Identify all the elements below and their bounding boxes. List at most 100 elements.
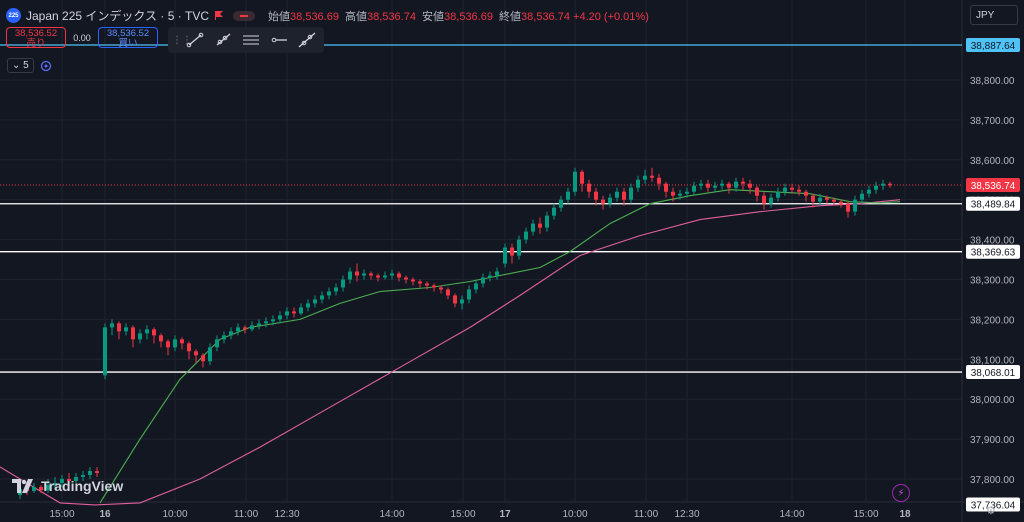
symbol-badge: 225: [6, 8, 21, 23]
candle-body: [95, 471, 99, 474]
y-tick-label: 37,900.00: [970, 435, 1015, 446]
candle: [832, 197, 836, 206]
candle: [706, 179, 710, 192]
indicator-row: ⌄ 5: [7, 58, 52, 73]
candle-body: [853, 199, 857, 212]
candle: [874, 181, 878, 194]
candle: [138, 329, 142, 344]
time-axis[interactable]: 15:00 16 10:00 11:00 12:30 14:00 15:00 17 10:00 1…: [49, 509, 911, 520]
candle-body: [559, 199, 563, 208]
candle: [103, 323, 107, 380]
buy-button[interactable]: 38,536.52 買い: [98, 27, 158, 49]
candle-body: [804, 191, 808, 196]
sync-icon[interactable]: [40, 60, 52, 72]
candle: [734, 177, 738, 192]
candle-body: [236, 327, 240, 332]
price-label-hline: 38,489.84: [966, 196, 1020, 211]
y-tick-label: 38,000.00: [970, 395, 1015, 406]
price-axis[interactable]: 37,800.00 37,900.00 38,000.00 38,100.00 38,2…: [970, 76, 1015, 486]
candle: [888, 181, 892, 188]
candle-body: [748, 183, 752, 188]
trade-panel: 38,536.52 売り 0.00 38,536.52 買い: [6, 27, 158, 49]
candle: [538, 217, 542, 234]
candle: [748, 179, 752, 194]
candle: [460, 295, 464, 310]
close-value: 38,536.74: [521, 10, 570, 23]
candle: [166, 339, 170, 356]
candle: [53, 477, 57, 489]
extended-line-icon[interactable]: [296, 30, 318, 50]
candle: [215, 335, 219, 352]
x-tick-label: 10:00: [162, 509, 187, 520]
candle-body: [39, 486, 43, 491]
candle-body: [517, 239, 521, 256]
collapse-pill-icon[interactable]: [233, 10, 256, 21]
candle-body: [488, 275, 492, 278]
candle-body: [152, 329, 156, 336]
candle: [145, 325, 149, 340]
gear-icon[interactable]: ⚙: [986, 505, 996, 517]
candle-body: [250, 325, 254, 330]
candle: [601, 195, 605, 210]
candle-body: [706, 183, 710, 188]
flag-icon[interactable]: [215, 11, 224, 20]
candle: [524, 227, 528, 244]
tradingview-logo[interactable]: TradingView: [12, 478, 123, 494]
candle-body: [306, 303, 310, 308]
candle: [341, 275, 345, 292]
candle-body: [531, 223, 535, 232]
candle: [362, 269, 366, 280]
candle-body: [874, 185, 878, 190]
candle: [278, 311, 282, 324]
candle-body: [601, 199, 605, 204]
candle: [418, 279, 422, 288]
trend-line-icon[interactable]: [184, 30, 206, 50]
candle: [846, 201, 850, 218]
candle: [495, 267, 499, 280]
candle: [432, 283, 436, 292]
currency-selector[interactable]: JPY: [970, 5, 1018, 25]
candle-body: [208, 347, 212, 362]
lightning-icon[interactable]: ⚡: [892, 484, 910, 502]
candle-body: [790, 187, 794, 190]
candle-body: [145, 329, 149, 334]
ray-icon[interactable]: [212, 30, 234, 50]
candle-body: [699, 183, 703, 186]
candle-body: [215, 339, 219, 348]
candle: [292, 307, 296, 318]
spread-value: 0.00: [73, 32, 91, 43]
candle: [376, 273, 380, 282]
parallel-lines-icon[interactable]: [240, 30, 262, 50]
candle-body: [32, 486, 36, 491]
candle-body: [587, 183, 591, 192]
candle-body: [888, 183, 892, 186]
candle-body: [615, 191, 619, 198]
change-value: +4.20 (+0.01%): [573, 10, 649, 23]
candle: [559, 195, 563, 212]
candle-body: [131, 327, 135, 340]
price-label-current: 38,536.74: [966, 178, 1020, 193]
candle-body: [797, 189, 801, 192]
price-label-low: 37,736.04: [966, 497, 1020, 512]
price-label-text: 37,736.04: [971, 501, 1016, 512]
candle: [467, 285, 471, 304]
price-labels: 38,887.64 38,536.74 38,489.84 38,369.63 38,0…: [966, 38, 1020, 512]
moving-averages: [0, 189, 901, 506]
candle-body: [341, 279, 345, 288]
symbol-title[interactable]: Japan 225 インデックス · 5 · TVC: [26, 9, 210, 23]
candle-body: [762, 195, 766, 204]
sell-button[interactable]: 38,536.52 売り: [6, 27, 66, 49]
candle: [446, 287, 450, 300]
drag-handle-icon[interactable]: ⋮⋮: [172, 34, 192, 46]
interval-dropdown[interactable]: ⌄ 5: [7, 58, 34, 73]
candle-body: [446, 289, 450, 296]
horizontal-ray-icon[interactable]: [268, 30, 290, 50]
candle-body: [264, 321, 268, 324]
candle-body: [67, 479, 71, 481]
candle: [46, 479, 50, 493]
candle-body: [636, 179, 640, 188]
candle: [608, 193, 612, 208]
candle-body: [53, 482, 57, 485]
x-tick-label: 16: [99, 509, 111, 520]
